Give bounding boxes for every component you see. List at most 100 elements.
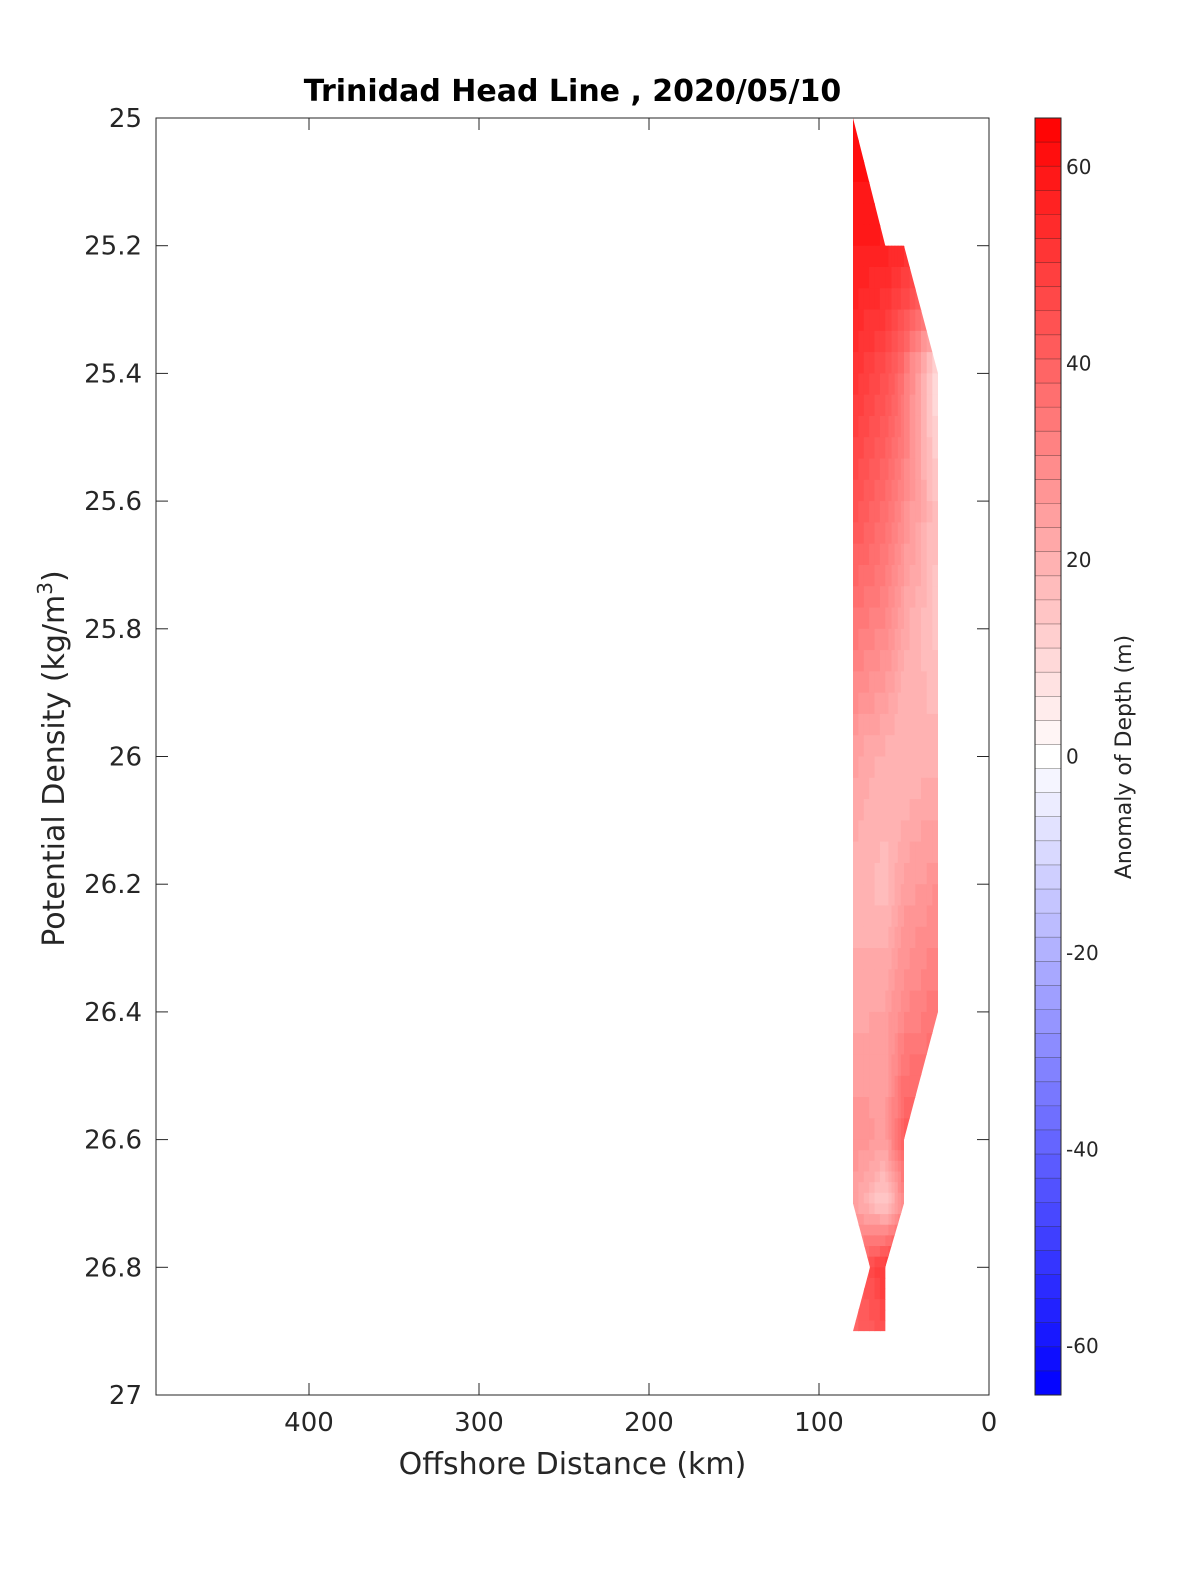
field-cell bbox=[894, 756, 899, 779]
field-cell bbox=[888, 543, 893, 566]
field-cell bbox=[879, 1235, 886, 1247]
colorbar-segment bbox=[1035, 479, 1061, 505]
field-cell bbox=[894, 1203, 899, 1215]
field-cell bbox=[879, 1118, 886, 1141]
field-cell bbox=[904, 1054, 911, 1077]
field-cell bbox=[894, 1267, 899, 1279]
field-cell bbox=[874, 1160, 881, 1173]
field-cell bbox=[891, 671, 896, 694]
field-cell bbox=[932, 905, 938, 928]
field-cell bbox=[894, 1235, 899, 1247]
field-cell bbox=[926, 245, 933, 268]
field-cell bbox=[874, 309, 881, 332]
field-cell bbox=[888, 650, 893, 672]
field-cell bbox=[909, 288, 916, 311]
field-cell bbox=[932, 181, 938, 204]
field-cell bbox=[885, 692, 890, 715]
field-cell bbox=[897, 841, 902, 864]
colorbar-segment bbox=[1035, 1346, 1061, 1372]
field-cell bbox=[879, 437, 886, 460]
field-cell bbox=[891, 1288, 896, 1300]
field-cell bbox=[921, 501, 928, 523]
field-cell bbox=[879, 735, 886, 758]
field-cell bbox=[863, 309, 870, 332]
field-cell bbox=[897, 1182, 902, 1194]
field-cell bbox=[853, 841, 859, 864]
field-cell bbox=[874, 1097, 881, 1119]
field-cell bbox=[874, 1235, 881, 1247]
field-cell bbox=[904, 969, 911, 992]
field-cell bbox=[888, 1118, 893, 1141]
field-cell bbox=[858, 1235, 865, 1247]
field-cell bbox=[874, 1033, 881, 1056]
field-cell bbox=[863, 330, 870, 353]
field-cell bbox=[874, 373, 881, 396]
field-cell bbox=[921, 309, 928, 332]
field-cell bbox=[900, 479, 905, 502]
field-cell bbox=[900, 1246, 905, 1258]
field-cell bbox=[904, 692, 911, 715]
field-cell bbox=[885, 820, 890, 843]
field-cell bbox=[874, 1118, 881, 1141]
field-cell bbox=[869, 1182, 876, 1194]
field-cell bbox=[891, 1097, 896, 1119]
field-cell bbox=[909, 1214, 916, 1226]
field-cell bbox=[915, 458, 922, 481]
field-cell bbox=[874, 543, 881, 566]
field-cell bbox=[853, 1075, 859, 1098]
field-cell bbox=[885, 969, 890, 992]
field-cell bbox=[932, 1182, 938, 1194]
field-cell bbox=[904, 394, 911, 417]
field-cell bbox=[932, 1203, 938, 1215]
field-cell bbox=[897, 692, 902, 715]
x-tick-label: 300 bbox=[454, 1408, 504, 1438]
field-cell bbox=[863, 245, 870, 268]
field-cell bbox=[885, 415, 890, 438]
field-cell bbox=[863, 650, 870, 672]
field-cell bbox=[921, 862, 928, 885]
field-cell bbox=[904, 437, 911, 460]
field-cell bbox=[932, 160, 938, 183]
field-cell bbox=[863, 373, 870, 396]
field-cell bbox=[894, 1182, 899, 1194]
field-cell bbox=[900, 501, 905, 523]
field-cell bbox=[888, 1309, 893, 1322]
field-cell bbox=[921, 671, 928, 694]
field-cell bbox=[885, 437, 890, 460]
field-cell bbox=[897, 1033, 902, 1056]
field-cell bbox=[853, 1150, 859, 1162]
field-cell bbox=[879, 1246, 886, 1258]
field-cell bbox=[900, 1139, 905, 1151]
field-cell bbox=[879, 607, 886, 630]
field-cell bbox=[921, 288, 928, 311]
field-cell bbox=[897, 266, 902, 289]
field-cell bbox=[888, 862, 893, 885]
field-cell bbox=[858, 203, 865, 226]
field-cell bbox=[921, 926, 928, 949]
field-cell bbox=[921, 543, 928, 566]
field-cell bbox=[926, 309, 933, 332]
field-cell bbox=[869, 1139, 876, 1151]
field-cell bbox=[858, 735, 865, 758]
field-cell bbox=[932, 628, 938, 651]
field-cell bbox=[894, 671, 899, 694]
field-cell bbox=[885, 799, 890, 821]
y-axis-label-main: Potential Density (kg/m bbox=[37, 595, 72, 947]
field-cell bbox=[915, 522, 922, 545]
field-cell bbox=[904, 1235, 911, 1247]
field-cell bbox=[888, 777, 893, 800]
field-cell bbox=[897, 1288, 902, 1300]
field-cell bbox=[891, 543, 896, 566]
field-cell bbox=[900, 203, 905, 226]
field-cell bbox=[900, 607, 905, 630]
field-cell bbox=[869, 692, 876, 715]
field-cell bbox=[897, 1256, 902, 1268]
field-cell bbox=[915, 628, 922, 651]
field-cell bbox=[932, 1171, 938, 1183]
field-cell bbox=[874, 1139, 881, 1151]
field-cell bbox=[869, 969, 876, 992]
field-cell bbox=[915, 820, 922, 843]
y-tick-label: 25 bbox=[109, 104, 142, 134]
field-cell bbox=[885, 203, 890, 226]
